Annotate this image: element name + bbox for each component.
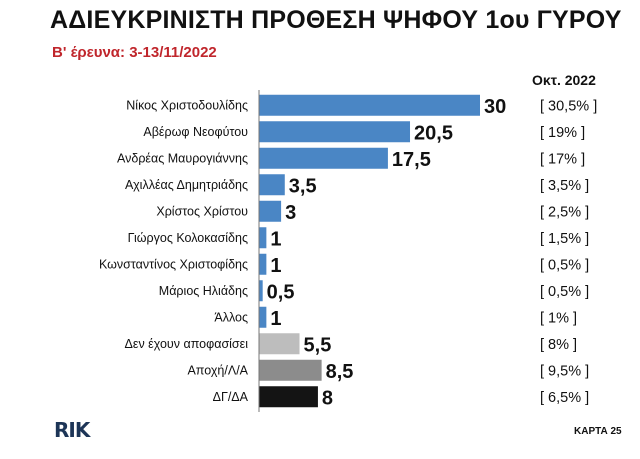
value-label: 0,5 [267,281,295,303]
previous-value: [ 8% ] [540,337,577,353]
value-label: 30 [484,96,506,118]
bar [259,306,267,328]
bar [259,386,318,408]
category-label: Κωνσταντίνος Χριστοφίδης [99,257,248,271]
card-number-label: ΚΑΡΤΑ 25 [574,426,622,437]
bar [259,200,282,222]
category-label: Άλλος [214,310,248,324]
category-label: Αποχή/Λ/Α [187,363,248,377]
value-label: 3 [285,202,296,224]
rik-logo: RIK [54,418,90,442]
bar [259,280,263,302]
bar [259,147,388,169]
previous-value: [ 1% ] [540,310,577,326]
bar [259,359,322,381]
previous-value: [ 17% ] [540,151,585,167]
previous-value: [ 19% ] [540,125,585,141]
chart-title: ΑΔΙΕΥΚΡΙΝΙΣΤΗ ΠΡΟΘΕΣΗ ΨΗΦΟΥ 1ου ΓΥΡΟΥ [50,6,622,34]
category-label: Μάριος Ηλιάδης [159,284,248,298]
category-label: Νίκος Χριστοδουλίδης [126,98,248,112]
value-label: 5,5 [304,334,332,356]
previous-value: [ 0,5% ] [540,284,589,300]
bar [259,174,285,196]
value-label: 8 [322,387,333,409]
value-label: 1 [270,255,281,277]
bar [259,227,267,249]
previous-value: [ 6,5% ] [540,390,589,406]
value-label: 8,5 [326,361,354,383]
value-label: 1 [270,228,281,250]
previous-value: [ 9,5% ] [540,363,589,379]
previous-value: [ 30,5% ] [540,98,597,114]
previous-value: [ 0,5% ] [540,257,589,273]
comparison-column-header: Οκτ. 2022 [532,72,596,88]
bar [259,253,267,275]
category-label: Αχιλλέας Δημητριάδης [125,178,248,192]
category-label: Δεν έχουν αποφασίσει [125,337,249,351]
bar [259,121,411,143]
value-label: 1 [270,308,281,330]
previous-value: [ 1,5% ] [540,231,589,247]
category-label: ΔΓ/ΔΑ [213,390,249,404]
bar [259,94,480,116]
value-label: 3,5 [289,175,317,197]
category-label: Γιώργος Κολοκασίδης [128,231,248,245]
category-label: Αβέρωφ Νεοφύτου [143,125,248,139]
category-label: Χρίστος Χρίστου [156,204,248,218]
category-label: Ανδρέας Μαυρογιάννης [117,151,248,165]
chart-subtitle: Β' έρευνα: 3-13/11/2022 [52,44,217,61]
previous-value: [ 3,5% ] [540,178,589,194]
value-label: 17,5 [392,149,431,171]
value-label: 20,5 [414,122,453,144]
previous-value: [ 2,5% ] [540,204,589,220]
bar [259,333,300,355]
